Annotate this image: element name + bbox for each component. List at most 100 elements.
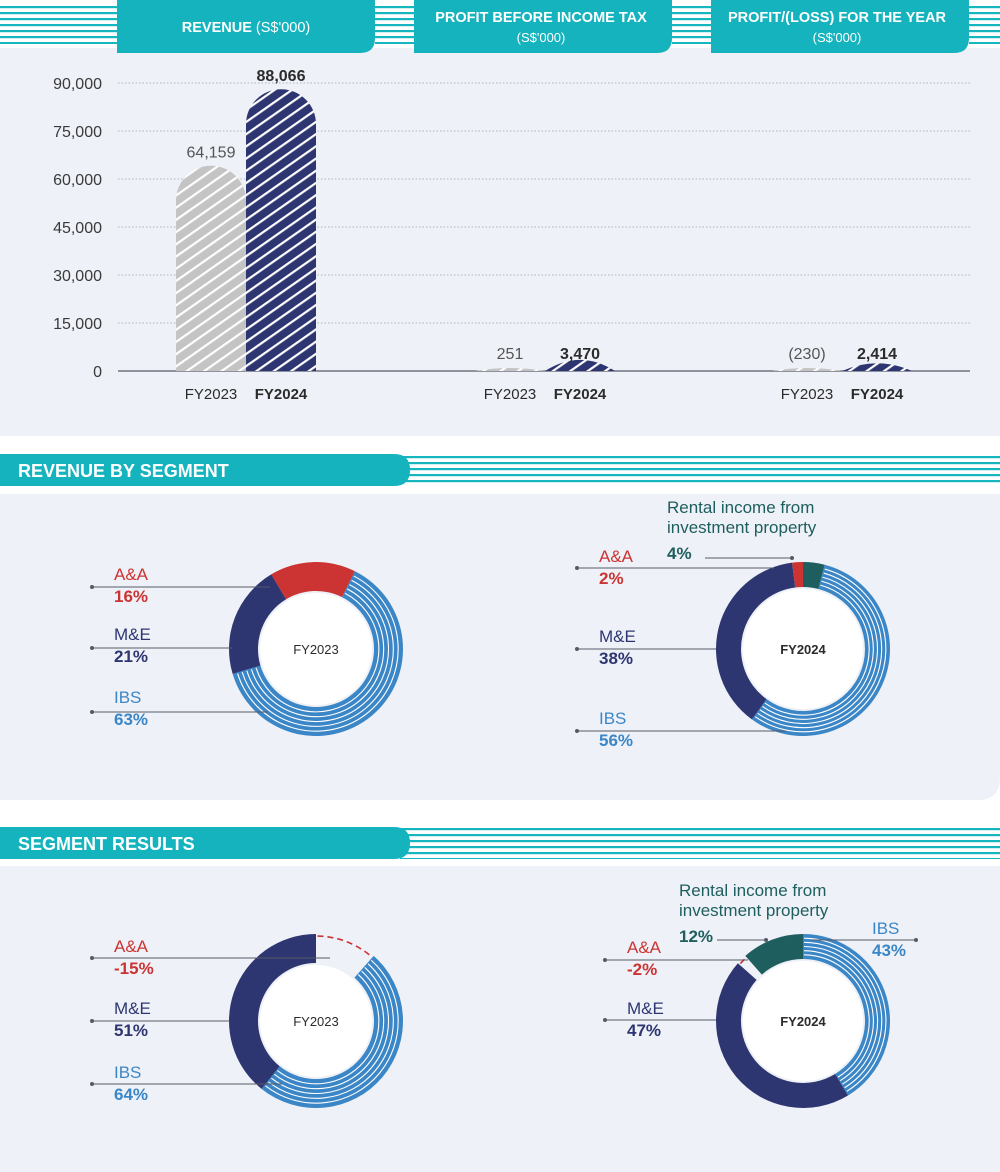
- slice-percent: 16%: [114, 587, 148, 606]
- leader-dot: [90, 1082, 94, 1086]
- x-category-label: FY2024: [255, 386, 308, 403]
- bar-chart-panel: [0, 48, 1000, 436]
- slice-ibs-stripe: [759, 576, 879, 724]
- x-category-label: FY2024: [554, 386, 607, 403]
- y-tick-label: 90,000: [53, 76, 102, 93]
- donut-hole: [743, 961, 863, 1081]
- leader-dot: [575, 729, 579, 733]
- slice: [716, 562, 796, 720]
- slice-ibs-stripe: [265, 959, 399, 1104]
- bar-fy2024: [545, 359, 615, 371]
- bar-value-label: 251: [497, 346, 524, 363]
- header-revenue-unit: (S$'000): [256, 20, 310, 36]
- bar-value-label: 88,066: [257, 68, 306, 85]
- x-category-label: FY2023: [781, 386, 834, 403]
- bar-fy2023: [475, 368, 545, 371]
- leader-dot: [764, 938, 768, 942]
- slice-ibs: [232, 571, 403, 736]
- slice: [803, 562, 825, 589]
- slice-percent: 38%: [599, 649, 633, 668]
- donut-charts: FY2023 A&A 16% M&E 21% IBS 63% FY2024 Rental inc…: [90, 498, 918, 1108]
- bar-chart-panel-corner: [0, 400, 1000, 436]
- slice-ibs: [803, 934, 890, 1096]
- y-tick-label: 45,000: [53, 220, 102, 237]
- header-pbt-unit: (S$'000): [517, 30, 566, 45]
- leader-dot: [90, 710, 94, 714]
- slice-ibs-stripe: [255, 592, 380, 713]
- donut-hole: [260, 965, 372, 1077]
- header-pl-main: PROFIT/(LOSS) FOR THE YEAR: [728, 10, 947, 26]
- slice-label: IBS: [599, 709, 626, 728]
- revenue-by-segment-panel: [0, 494, 1000, 800]
- slice-ibs-stripe: [274, 970, 385, 1090]
- svg-text:REVENUE(S$'000): REVENUE (S$'000): [182, 20, 310, 36]
- slice-label: M&E: [114, 625, 151, 644]
- slice: [229, 574, 287, 674]
- slice-label: M&E: [599, 627, 636, 646]
- y-tick-label: 60,000: [53, 172, 102, 189]
- slice-ibs-stripe: [754, 568, 887, 733]
- section-stripes-2: [400, 827, 1000, 859]
- slice-ibs-stripe: [804, 945, 879, 1085]
- slice-label: A&A: [114, 937, 149, 956]
- slice-ibs-stripe: [237, 575, 399, 732]
- slice-percent: -15%: [114, 959, 154, 978]
- header-pl-unit: (S$'000): [813, 30, 862, 45]
- slice-label: M&E: [114, 999, 151, 1018]
- donut-center-label: FY2024: [780, 1014, 826, 1029]
- slice-ibs: [751, 564, 890, 736]
- slice-percent: -2%: [627, 960, 657, 979]
- bar-fy2024: [246, 89, 316, 372]
- leader-dot: [90, 956, 94, 960]
- header-revenue-main: REVENUE: [182, 20, 252, 36]
- slice-percent: 12%: [679, 927, 713, 946]
- leader-dot: [90, 646, 94, 650]
- slice-percent: 21%: [114, 647, 148, 666]
- donut-hole: [743, 589, 863, 709]
- slice-percent: 56%: [599, 731, 633, 750]
- header-stripes: [0, 4, 1000, 44]
- slice-ibs-stripe: [762, 580, 874, 720]
- bar-chart-section: REVENUE (S$'000) PROFIT BEFORE INCOME TAX…: [0, 0, 1000, 436]
- y-tick-label: 75,000: [53, 124, 102, 141]
- slice-ibs-stripe: [271, 967, 389, 1095]
- bar-fy2023: [176, 165, 246, 371]
- bar-value-label: 3,470: [560, 346, 600, 363]
- leader-dot: [914, 938, 918, 942]
- leader-dot: [603, 958, 607, 962]
- x-category-label: FY2023: [185, 386, 238, 403]
- donut-center-label: FY2024: [780, 642, 826, 657]
- bar-fy2023: [772, 368, 842, 371]
- slice-ibs-stripe: [804, 937, 887, 1092]
- donut-hole: [260, 593, 372, 705]
- slice-label: IBS: [114, 1063, 141, 1082]
- slice: [716, 963, 849, 1108]
- slice: [792, 562, 803, 588]
- slice-percent: 63%: [114, 710, 148, 729]
- slice-ibs-stripe: [803, 954, 870, 1078]
- slice-label: Rental income from investment property: [679, 881, 829, 920]
- slice-percent: 47%: [627, 1021, 661, 1040]
- bar-value-label: 64,159: [187, 145, 236, 162]
- bar-value-label: 2,414: [857, 346, 897, 363]
- slice-label: A&A: [114, 565, 149, 584]
- header-pbt-main: PROFIT BEFORE INCOME TAX: [435, 10, 647, 26]
- slice-label: M&E: [627, 999, 664, 1018]
- slice-percent: 64%: [114, 1085, 148, 1104]
- slice-ibs-stripe: [804, 941, 883, 1089]
- bar-fy2024: [842, 363, 912, 371]
- x-category-label: FY2024: [851, 386, 904, 403]
- slice-ibs-stripe: [250, 588, 385, 718]
- section-header-segment-results: [0, 827, 410, 859]
- slice-ibs-stripe: [241, 579, 394, 727]
- slice-ibs-stripe: [246, 584, 389, 723]
- leader-dot: [90, 1019, 94, 1023]
- slice-ibs-stripe: [803, 950, 874, 1082]
- y-tick-label: 15,000: [53, 316, 102, 333]
- slice-percent: 2%: [599, 569, 624, 588]
- bar-value-label: (230): [788, 346, 825, 363]
- leader-dot: [575, 647, 579, 651]
- slice-percent: 51%: [114, 1021, 148, 1040]
- leader-dot: [790, 556, 794, 560]
